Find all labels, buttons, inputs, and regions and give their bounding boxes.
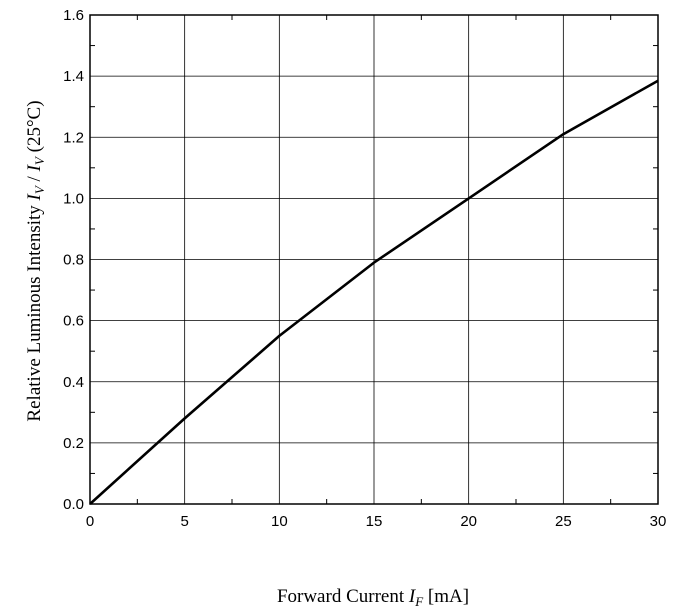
y-tick-label: 1.2 <box>63 129 84 146</box>
minor-ticks <box>90 15 658 504</box>
x-axis-title: Forward Current IF [mA] <box>277 586 469 609</box>
y-axis-title: Relative Luminous Intensity IV / IV (25°… <box>24 100 47 421</box>
y-tick-label: 1.4 <box>63 68 84 85</box>
y-tick-label: 0.2 <box>63 435 84 452</box>
x-tick-label: 20 <box>460 513 477 530</box>
x-tick-labels: 0 5 10 15 20 25 30 <box>86 513 667 530</box>
grid-lines <box>90 15 658 504</box>
y-tick-label: 1.6 <box>63 7 84 24</box>
series-group <box>89 79 659 505</box>
x-tick-label: 5 <box>180 513 188 530</box>
y-tick-label: 0.6 <box>63 313 84 330</box>
y-tick-label: 0.4 <box>63 374 84 391</box>
y-tick-label: 0.0 <box>63 496 84 513</box>
series-line <box>89 79 659 505</box>
x-tick-label: 25 <box>555 513 572 530</box>
x-tick-label: 15 <box>366 513 383 530</box>
plot-frame <box>89 14 659 505</box>
x-tick-label: 30 <box>650 513 667 530</box>
y-tick-labels: 0.0 0.2 0.4 0.6 0.8 1.0 1.2 1.4 1.6 <box>63 7 84 513</box>
x-tick-label: 10 <box>271 513 288 530</box>
y-tick-label: 1.0 <box>63 190 84 207</box>
x-tick-label: 0 <box>86 513 94 530</box>
y-tick-label: 0.8 <box>63 252 84 269</box>
